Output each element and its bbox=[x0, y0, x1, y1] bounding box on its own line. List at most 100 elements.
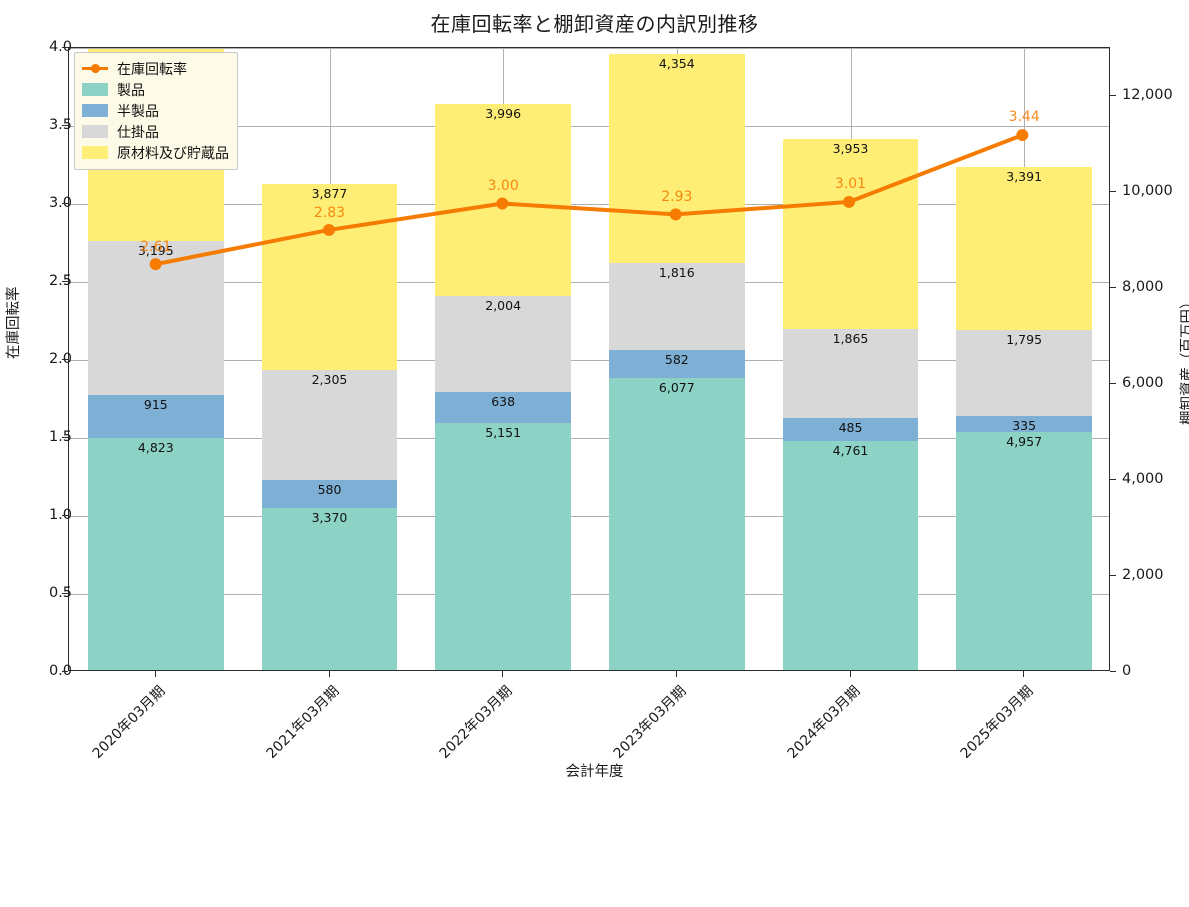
bar-segment[interactable]: 4,761 bbox=[782, 441, 919, 670]
bar-stack[interactable]: 5,151 638 2,004 3,996 bbox=[435, 46, 571, 670]
bar-segment-value-label: 485 bbox=[838, 420, 863, 436]
legend-item-label: 半製品 bbox=[117, 103, 159, 120]
bar-segment-value-label: 2,004 bbox=[485, 297, 522, 313]
bar-segment[interactable]: 582 bbox=[609, 350, 745, 379]
bar-segment[interactable]: 638 bbox=[435, 392, 571, 423]
y-axis-left-tick-mark bbox=[62, 593, 68, 595]
y-axis-right-tick-mark bbox=[1110, 191, 1116, 193]
bar-segment[interactable]: 4,957 bbox=[956, 432, 1092, 670]
bar-segment-value-label: 582 bbox=[664, 352, 689, 368]
legend-item-label: 製品 bbox=[117, 82, 145, 99]
bar-segment-value-label: 4,823 bbox=[137, 440, 174, 456]
y-axis-left-tick-label: 2.0 bbox=[48, 351, 72, 367]
bar-segment-value-label: 915 bbox=[143, 396, 168, 412]
line-value-label: 2.61 bbox=[140, 238, 172, 255]
legend-color-swatch-icon bbox=[82, 104, 108, 117]
bar-segment[interactable]: 2,305 bbox=[261, 369, 398, 481]
legend-item[interactable]: 半製品 bbox=[82, 100, 229, 121]
bar-segment[interactable]: 3,195 bbox=[88, 241, 224, 395]
bar-segment-value-label: 4,761 bbox=[832, 443, 869, 459]
bar-segment-value-label: 335 bbox=[1012, 417, 1037, 433]
legend-item[interactable]: 仕掛品 bbox=[82, 121, 229, 142]
chart-figure: 在庫回転率と棚卸資産の内訳別推移 4,8239153,1954,0023,370… bbox=[6, 12, 1189, 780]
x-axis-label: 会計年度 bbox=[565, 764, 624, 780]
bar-segment[interactable]: 3,391 bbox=[956, 167, 1092, 330]
y-axis-left-tick-mark bbox=[62, 359, 68, 361]
x-axis-tick-mark bbox=[675, 671, 678, 677]
y-axis-left-tick-mark bbox=[62, 515, 68, 517]
bar-segment[interactable]: 3,370 bbox=[261, 508, 398, 670]
y-axis-left-tick-label: 4.0 bbox=[48, 39, 72, 55]
y-axis-right-tick-mark bbox=[1110, 95, 1116, 97]
y-axis-left-tick-label: 0.0 bbox=[48, 663, 72, 679]
y-axis-left-tick-mark bbox=[62, 671, 68, 673]
bar-stack[interactable]: 4,761 485 1,865 3,953 bbox=[782, 46, 919, 670]
bar-segment[interactable]: 1,816 bbox=[609, 263, 745, 351]
bar-segment-value-label: 638 bbox=[491, 394, 516, 410]
bar-segment-value-label: 1,816 bbox=[658, 265, 695, 281]
bar-segment[interactable]: 2,004 bbox=[435, 295, 571, 393]
bar-segment[interactable]: 3,953 bbox=[782, 138, 919, 329]
y-axis-right-tick-label: 8,000 bbox=[1122, 279, 1164, 295]
y-axis-left-tick-label: 3.0 bbox=[48, 195, 72, 211]
bar-stack[interactable]: 4,957 335 1,795 3,391 bbox=[956, 46, 1092, 670]
y-axis-right-tick-mark bbox=[1110, 383, 1116, 385]
line-value-label: 3.01 bbox=[834, 176, 867, 193]
bar-segment[interactable]: 5,151 bbox=[435, 422, 571, 670]
y-axis-left-tick-mark bbox=[62, 281, 68, 283]
legend-item-label: 原材料及び貯蔵品 bbox=[117, 145, 229, 162]
bar-segment[interactable]: 1,795 bbox=[956, 329, 1092, 416]
bar-segment-value-label: 3,996 bbox=[485, 106, 522, 122]
bar-segment-value-label: 3,877 bbox=[311, 185, 348, 201]
x-axis-tick-mark bbox=[849, 671, 851, 677]
y-axis-left-tick-label: 3.5 bbox=[48, 117, 72, 133]
y-axis-right-tick-mark bbox=[1110, 671, 1116, 673]
legend-line-marker-icon bbox=[82, 62, 108, 75]
bar-segment-value-label: 2,305 bbox=[311, 371, 348, 387]
gridline-horizontal bbox=[69, 204, 1109, 205]
bar-segment-value-label: 3,391 bbox=[1006, 169, 1043, 185]
y-axis-right-tick-label: 10,000 bbox=[1122, 183, 1173, 199]
gridline-horizontal bbox=[69, 282, 1109, 283]
bar-segment-value-label: 3,370 bbox=[311, 510, 348, 526]
bar-stack[interactable]: 3,370 580 2,305 3,877 bbox=[261, 46, 398, 670]
line-value-label: 3.44 bbox=[1008, 109, 1040, 126]
legend-color-swatch-icon bbox=[82, 83, 108, 96]
legend-item[interactable]: 在庫回転率 bbox=[82, 58, 229, 79]
bar-segment-value-label: 4,354 bbox=[658, 56, 695, 72]
y-axis-left-tick-mark bbox=[62, 203, 68, 205]
legend-item[interactable]: 原材料及び貯蔵品 bbox=[82, 142, 229, 163]
y-axis-right-tick-label: 4,000 bbox=[1122, 471, 1164, 487]
gridline-horizontal bbox=[69, 516, 1109, 517]
bar-segment[interactable]: 1,865 bbox=[782, 328, 919, 419]
legend-item-label: 仕掛品 bbox=[117, 124, 159, 141]
x-axis-tick-mark bbox=[154, 671, 157, 677]
legend-color-swatch-icon bbox=[82, 125, 108, 138]
bar-segment[interactable]: 4,354 bbox=[609, 54, 745, 264]
bar-segment-value-label: 6,077 bbox=[658, 380, 695, 396]
chart-legend: 在庫回転率製品半製品仕掛品原材料及び貯蔵品 bbox=[74, 52, 238, 170]
gridline-horizontal bbox=[69, 438, 1109, 439]
bar-segment[interactable]: 3,996 bbox=[435, 104, 571, 296]
bar-segment[interactable]: 4,823 bbox=[88, 438, 224, 670]
legend-item[interactable]: 製品 bbox=[82, 79, 229, 100]
bar-segment[interactable]: 580 bbox=[261, 480, 398, 509]
y-axis-right-tick-label: 6,000 bbox=[1122, 375, 1164, 391]
bar-segment[interactable]: 335 bbox=[956, 415, 1092, 433]
bar-segment[interactable]: 485 bbox=[782, 418, 919, 442]
y-axis-right-tick-mark bbox=[1110, 479, 1116, 481]
bar-segment-value-label: 1,795 bbox=[1006, 331, 1043, 347]
bar-segment-value-label: 3,953 bbox=[832, 140, 869, 156]
y-axis-right-tick-label: 12,000 bbox=[1122, 87, 1173, 103]
y-axis-left-tick-label: 0.5 bbox=[48, 585, 72, 601]
line-value-label: 2.83 bbox=[313, 204, 346, 221]
y-axis-left-tick-mark bbox=[62, 437, 68, 439]
bar-segment-value-label: 580 bbox=[317, 482, 342, 498]
bar-stack[interactable]: 6,077 582 1,816 4,354 bbox=[609, 46, 745, 670]
y-axis-left-tick-label: 1.5 bbox=[48, 429, 72, 445]
legend-item-label: 在庫回転率 bbox=[117, 61, 187, 78]
y-axis-left-tick-mark bbox=[62, 47, 68, 49]
bar-segment[interactable]: 915 bbox=[88, 394, 224, 439]
bar-segment[interactable]: 6,077 bbox=[609, 378, 745, 670]
gridline-horizontal bbox=[69, 126, 1109, 127]
